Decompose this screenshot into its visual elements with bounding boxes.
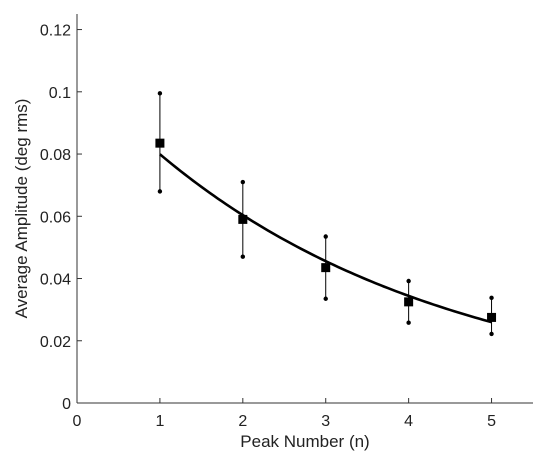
data-point-square	[238, 214, 248, 224]
error-bar-cap-top	[157, 91, 163, 96]
x-tick-label: 0	[73, 413, 82, 430]
y-tick-label: 0.04	[40, 272, 71, 289]
y-tick-label: 0.06	[40, 209, 71, 226]
axes	[76, 14, 533, 404]
x-tick-label: 4	[404, 413, 413, 430]
error-bar-cap-bottom	[240, 254, 246, 259]
y-tick-label: 0.12	[40, 23, 71, 40]
error-bar-cap-bottom	[489, 331, 494, 337]
error-bar-cap-top	[240, 179, 246, 185]
x-tick-label: 2	[238, 413, 247, 430]
y-tick-label: 0	[62, 396, 71, 413]
error-bars	[157, 91, 494, 337]
data-point-square	[404, 297, 414, 307]
data-point-square	[321, 263, 331, 273]
error-bar-cap-top	[323, 234, 328, 239]
data-markers	[155, 138, 497, 322]
y-tick-label: 0.08	[40, 147, 71, 164]
y-ticks: 0 0.02 0.04 0.06 0.08 0.1 0.12	[40, 23, 82, 413]
data-point-square	[487, 312, 497, 322]
error-bar-cap-bottom	[406, 320, 411, 325]
error-bar-cap-top	[406, 278, 411, 284]
error-bar-cap-bottom	[323, 296, 328, 301]
x-ticks: 0 1 2 3 4 5	[73, 398, 496, 430]
error-bar-cap-top	[489, 295, 494, 301]
x-tick-label: 3	[321, 413, 330, 430]
x-tick-label: 5	[487, 413, 496, 430]
y-tick-label: 0.1	[49, 85, 71, 102]
error-bar-cap-bottom	[157, 189, 163, 194]
x-tick-label: 1	[155, 413, 164, 430]
data-point-square	[155, 138, 165, 148]
y-axis-title: Average Amplitude (deg rms)	[12, 99, 31, 319]
y-tick-label: 0.02	[40, 334, 71, 351]
x-axis-title: Peak Number (n)	[240, 432, 369, 451]
